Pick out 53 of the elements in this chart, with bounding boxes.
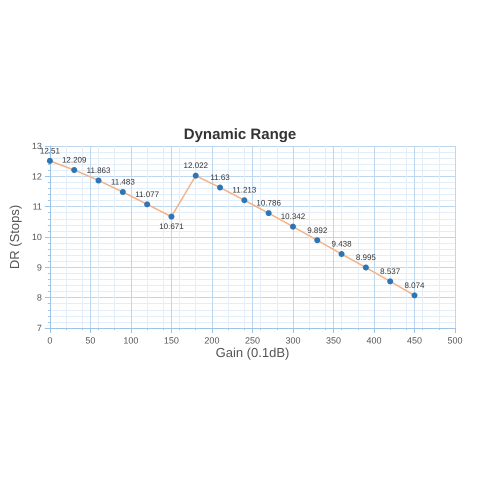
data-label: 12.022 <box>184 161 209 170</box>
x-tick-label: 450 <box>406 336 422 346</box>
point <box>96 177 102 184</box>
data-label: 8.074 <box>404 280 426 290</box>
point <box>46 158 53 164</box>
data-label: 11.483 <box>110 178 136 187</box>
chart-title: Dynamic Range <box>184 126 296 143</box>
y-tick-label: 9 <box>36 262 42 272</box>
data-label: 8.537 <box>380 266 401 276</box>
point <box>314 237 320 244</box>
x-tick-label: 400 <box>366 336 382 346</box>
x-tick-label: 0 <box>47 336 52 346</box>
x-tick-label: 50 <box>85 336 96 346</box>
data-label: 9.892 <box>307 226 328 235</box>
x-tick-label: 500 <box>447 336 463 346</box>
x-tick-label: 100 <box>123 336 138 346</box>
data-label: 11.863 <box>86 166 112 175</box>
y-axis-title: DR (Stops) <box>7 204 22 270</box>
x-tick-label: 200 <box>204 336 220 346</box>
data-label: 12.51 <box>40 146 60 156</box>
point <box>411 292 418 298</box>
point <box>144 201 150 208</box>
data-label: 11.213 <box>232 186 257 195</box>
y-tick-label: 8 <box>36 292 42 303</box>
data-label: 8.995 <box>356 252 376 262</box>
data-label: 10.671 <box>159 222 184 232</box>
point <box>168 214 174 220</box>
y-tick-label: 13 <box>32 141 42 151</box>
y-tick-label: 12 <box>32 171 42 182</box>
data-label: 11.63 <box>210 173 230 182</box>
x-axis-title: Gain (0.1dB) <box>216 345 290 360</box>
point <box>338 251 345 258</box>
x-tick-label: 350 <box>326 336 341 346</box>
point <box>362 264 369 270</box>
point <box>387 278 394 284</box>
data-label: 9.438 <box>332 240 352 249</box>
point <box>71 166 78 173</box>
y-tick-label: 10 <box>32 232 42 242</box>
point <box>192 172 199 179</box>
x-tick-label: 250 <box>244 336 260 346</box>
point <box>266 210 272 216</box>
point <box>217 184 224 191</box>
y-tick-label: 11 <box>32 202 42 212</box>
point <box>120 189 126 196</box>
y-tick-label: 7 <box>36 323 42 333</box>
data-label: 11.077 <box>135 190 160 199</box>
x-tick-label: 300 <box>285 336 300 346</box>
x-tick-label: 150 <box>164 336 179 346</box>
point <box>290 224 296 230</box>
point <box>241 197 248 204</box>
data-label: 10.786 <box>256 198 282 208</box>
data-label: 12.209 <box>62 155 87 164</box>
data-label: 10.342 <box>280 212 306 222</box>
